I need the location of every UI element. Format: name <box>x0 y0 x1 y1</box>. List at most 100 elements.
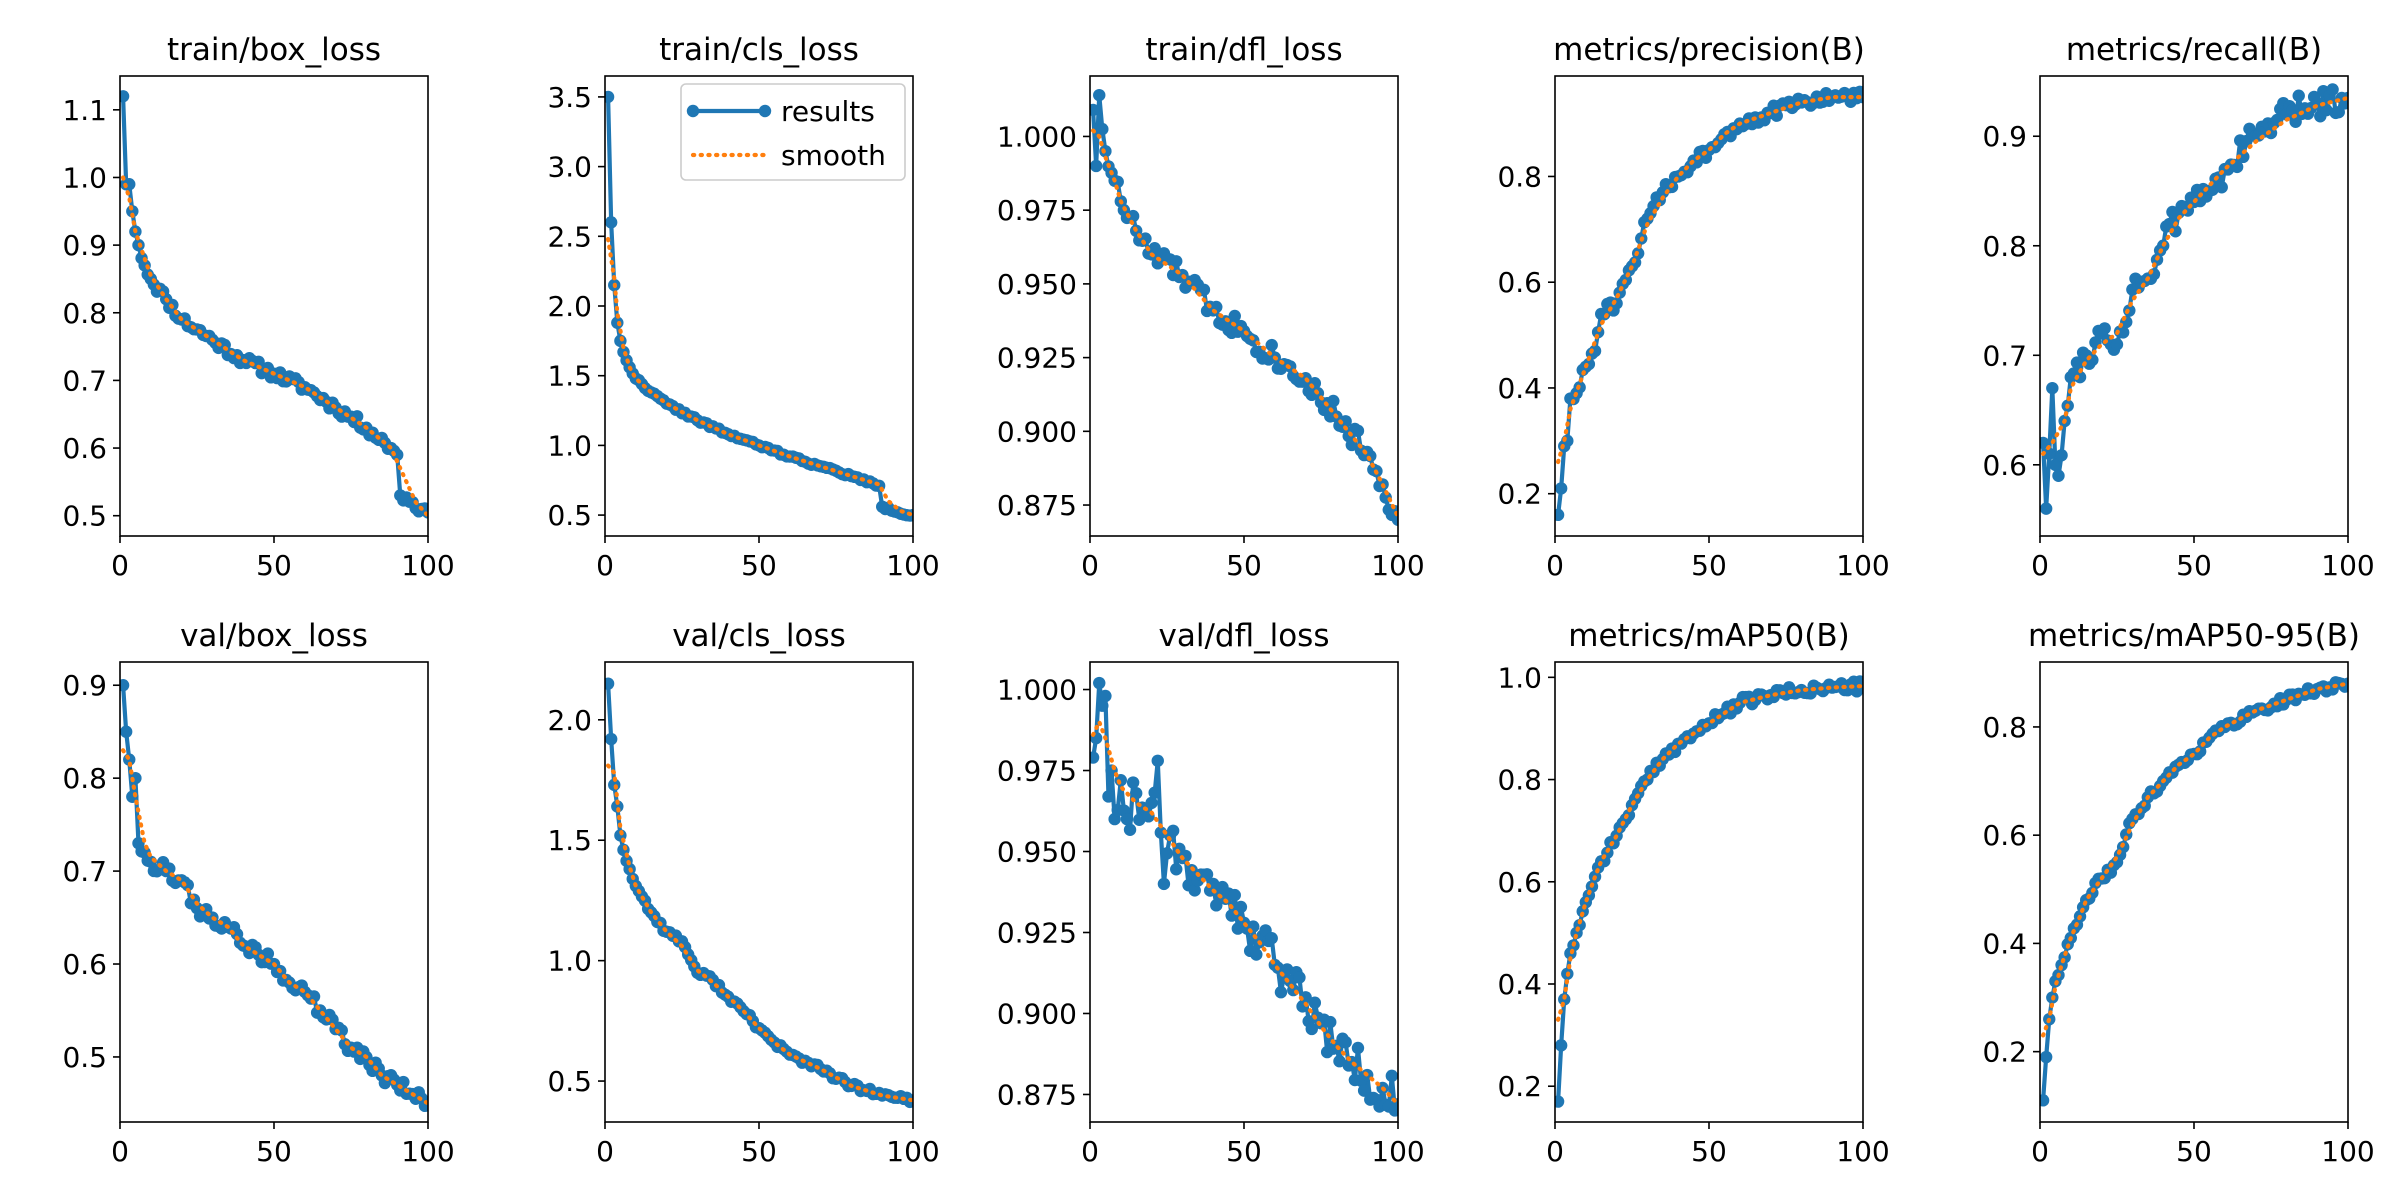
data-point <box>1151 754 1164 767</box>
x-tick-label: 100 <box>401 549 454 582</box>
data-point <box>1690 156 1703 169</box>
data-point <box>1555 1095 1565 1108</box>
data-point <box>1308 996 1322 1009</box>
legend-label: smooth <box>781 139 886 172</box>
subplot-6: val/cls_loss 0 50 100 0.5 1.0 1.5 2.0 <box>547 618 939 1168</box>
data-point <box>1120 812 1134 826</box>
data-point <box>1391 513 1398 526</box>
subplot-0: train/box_loss 0 50 100 0.5 0.6 0.7 0.8 0.9 1.0 1.… <box>62 32 454 582</box>
y-tick-label: 0.4 <box>1982 927 2027 960</box>
data-point <box>1188 884 1201 897</box>
data-point <box>1200 868 1214 881</box>
data-point <box>1265 932 1278 945</box>
data-point <box>1126 776 1140 789</box>
data-point <box>1339 415 1352 428</box>
y-tick-label: 0.950 <box>997 836 1077 869</box>
data-point <box>1555 1039 1568 1052</box>
data-point <box>2049 458 2062 472</box>
data-point <box>120 725 133 738</box>
y-tick-label: 0.8 <box>1497 160 1542 193</box>
subplot-title: metrics/mAP50(B) <box>1568 618 1849 654</box>
data-point <box>605 732 618 746</box>
subplot-7: val/dfl_loss 0 50 100 0.875 0.900 0.925 0.950 0.… <box>997 618 1425 1168</box>
data-point <box>1357 1084 1371 1097</box>
series-line-smooth <box>1090 716 1398 1107</box>
series-smooth <box>605 236 913 518</box>
data-point <box>2237 150 2250 164</box>
y-tick-label: 1.1 <box>62 94 107 127</box>
y-tick-label: 0.900 <box>997 997 1077 1030</box>
data-point <box>605 677 615 690</box>
data-point <box>2073 370 2087 384</box>
data-point <box>1555 508 1565 522</box>
data-point <box>1327 394 1340 408</box>
data-point <box>1274 986 1288 999</box>
data-point <box>1160 847 1174 860</box>
x-tick-label: 0 <box>1546 1135 1564 1168</box>
data-point <box>1210 899 1223 912</box>
data-point <box>307 990 321 1003</box>
y-tick-label: 1.0 <box>62 161 107 194</box>
y-tick-label: 0.2 <box>1497 1070 1542 1103</box>
data-point <box>605 216 618 229</box>
data-point <box>2040 436 2050 450</box>
y-tick-label: 0.6 <box>1982 449 2027 482</box>
data-point <box>120 679 130 692</box>
y-tick-label: 0.2 <box>1982 1036 2027 1069</box>
y-tick-label: 0.4 <box>1497 968 1542 1001</box>
series-line-smooth <box>120 748 428 1106</box>
y-tick-label: 0.7 <box>62 855 107 888</box>
y-tick-label: 0.6 <box>62 432 107 465</box>
legend-label: results <box>781 95 875 128</box>
series-line-smooth <box>2040 95 2348 456</box>
legend-box <box>680 83 906 181</box>
series-smooth <box>1090 128 1398 519</box>
y-tick-label: 0.2 <box>1497 478 1542 511</box>
data-point <box>1339 1035 1352 1049</box>
data-point <box>1126 209 1140 223</box>
y-tick-label: 1.0 <box>547 945 592 978</box>
y-tick-label: 0.975 <box>997 194 1077 227</box>
x-tick-label: 0 <box>2031 549 2049 582</box>
y-tick-label: 0.975 <box>997 755 1077 788</box>
x-tick-label: 50 <box>256 549 292 582</box>
series-smooth <box>120 748 428 1106</box>
data-point <box>1265 338 1278 352</box>
subplot-4: metrics/recall(B) 0 50 100 0.6 0.7 0.8 0.9 <box>1982 32 2374 582</box>
data-point <box>2046 381 2059 395</box>
data-point <box>1099 689 1112 703</box>
series-line-smooth <box>1555 683 1863 1022</box>
data-point <box>2116 326 2130 339</box>
series-smooth <box>2040 95 2348 456</box>
legend-marker <box>758 104 772 118</box>
series-line-smooth <box>605 763 913 1103</box>
x-tick-label: 50 <box>256 1135 292 1168</box>
series-smooth <box>1555 95 1863 465</box>
y-tick-label: 1.5 <box>547 360 592 393</box>
data-point <box>1166 824 1180 837</box>
y-tick-label: 0.875 <box>997 1078 1077 1111</box>
series-smooth <box>605 763 913 1103</box>
x-tick-label: 100 <box>1836 549 1889 582</box>
data-point <box>1102 790 1115 803</box>
x-tick-label: 50 <box>1691 549 1727 582</box>
y-tick-label: 0.6 <box>1982 819 2027 852</box>
x-tick-label: 100 <box>401 1135 454 1168</box>
y-tick-label: 1.5 <box>547 824 592 857</box>
subplot-title: train/cls_loss <box>659 32 859 68</box>
data-point <box>1090 103 1100 117</box>
x-tick-label: 50 <box>741 549 777 582</box>
data-point <box>2040 1050 2053 1064</box>
subplot-2: train/dfl_loss 0 50 100 0.875 0.900 0.925 0.950… <box>997 32 1425 582</box>
legend-marker <box>686 104 700 118</box>
data-point <box>2098 322 2111 335</box>
data-point <box>1197 283 1211 296</box>
subplot-8: metrics/mAP50(B) 0 50 100 0.2 0.4 0.6 0.8 1.0 <box>1497 618 1889 1168</box>
y-tick-label: 0.875 <box>997 489 1077 522</box>
y-tick-label: 0.7 <box>62 364 107 397</box>
x-tick-label: 0 <box>111 549 129 582</box>
data-point <box>2230 160 2244 174</box>
data-point <box>1324 1015 1337 1029</box>
